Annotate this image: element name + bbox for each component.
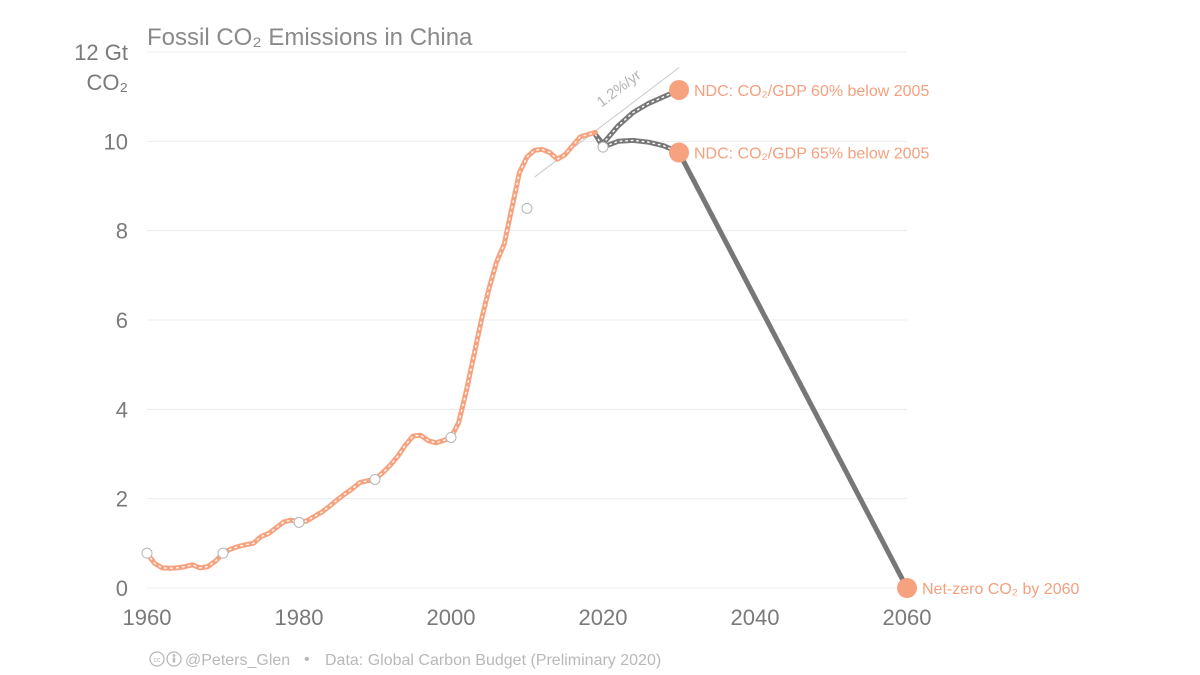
credit-separator: • xyxy=(304,651,310,668)
x-axis-ticks: 1960 1980 2000 2020 2040 2060 xyxy=(123,605,932,630)
chart-title: Fossil CO₂ Emissions in China xyxy=(147,24,473,51)
net-zero-pathway-line xyxy=(676,150,910,591)
x-tick-1960: 1960 xyxy=(123,605,172,630)
x-tick-2000: 2000 xyxy=(427,605,476,630)
x-tick-1980: 1980 xyxy=(275,605,324,630)
svg-text:cc: cc xyxy=(154,657,162,664)
marked-point-1990 xyxy=(369,473,381,485)
ndc-60-label: NDC: CO₂/GDP 60% below 2005 xyxy=(694,83,929,100)
trend-label: 1.2%/yr xyxy=(594,67,645,111)
y-unit-line-2: CO₂ xyxy=(86,70,128,95)
marked-point-2000 xyxy=(445,431,457,443)
net-zero-endpoint xyxy=(897,578,917,598)
ndc-65-endpoint xyxy=(669,142,689,163)
x-tick-2060: 2060 xyxy=(883,605,932,630)
marked-point-2010 xyxy=(521,202,533,214)
endpoint-markers xyxy=(669,79,917,598)
y-axis-ticks: 0 2 4 6 8 10 xyxy=(104,129,128,601)
y-tick-4: 4 xyxy=(116,397,128,422)
y-tick-8: 8 xyxy=(116,219,128,244)
y-tick-0: 0 xyxy=(116,576,128,601)
y-tick-2: 2 xyxy=(116,487,128,512)
marked-points xyxy=(141,141,609,559)
marked-point-1960 xyxy=(141,547,153,559)
y-tick-6: 6 xyxy=(116,308,128,333)
projection-dots-1 xyxy=(594,133,680,154)
series-layer xyxy=(144,87,910,591)
cc-license-icon: cc xyxy=(149,651,182,667)
ndc-60-endpoint xyxy=(669,79,689,100)
y-tick-10: 10 xyxy=(104,129,128,154)
y-unit-line-1: 12 Gt xyxy=(74,40,128,65)
marked-point-1970 xyxy=(217,547,229,559)
net-zero-label: Net-zero CO₂ by 2060 xyxy=(922,581,1079,598)
credit-source: Data: Global Carbon Budget (Preliminary … xyxy=(325,652,661,669)
x-tick-2020: 2020 xyxy=(579,605,628,630)
historical-line xyxy=(144,129,598,571)
historical-dots xyxy=(146,131,597,570)
credit-line: cc @Peters_Glen • Data: Global Carbon Bu… xyxy=(149,651,661,669)
marked-point-1980 xyxy=(293,516,305,528)
gridlines xyxy=(147,51,907,589)
credit-author: @Peters_Glen xyxy=(185,652,290,669)
x-tick-2040: 2040 xyxy=(731,605,780,630)
ndc-65-label: NDC: CO₂/GDP 65% below 2005 xyxy=(694,146,929,163)
marked-point-2020 xyxy=(597,141,609,153)
